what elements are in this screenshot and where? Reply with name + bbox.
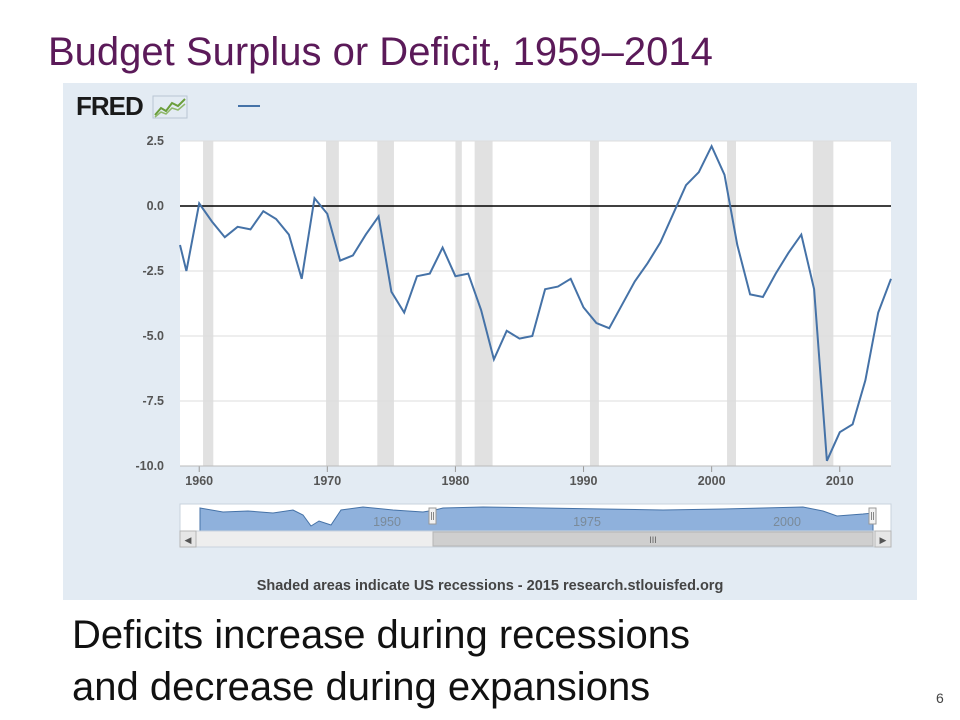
slide-title: Budget Surplus or Deficit, 1959–2014 [48, 30, 713, 74]
recession-band-0 [203, 141, 214, 466]
x-tick-label-1: 1970 [313, 474, 341, 488]
x-tick-label-5: 2010 [826, 474, 854, 488]
y-tick-label-3: -5.0 [142, 329, 164, 343]
y-tick-label-2: -2.5 [142, 264, 164, 278]
slide-caption: Deficits increase during recessions and … [72, 609, 690, 713]
navigator-label-1975: 1975 [573, 515, 601, 529]
x-tick-label-2: 1980 [442, 474, 470, 488]
recession-band-5 [589, 141, 599, 466]
recession-band-3 [455, 141, 462, 466]
scroll-right-button[interactable] [874, 530, 892, 548]
x-tick-label-0: 1960 [185, 474, 213, 488]
fred-chart-panel: FRED 2.5 0.0 -2.5 -5.0 -7.5 -10.0 1960 1970 198… [63, 83, 917, 600]
scrollbar-thumb[interactable] [432, 531, 874, 547]
chart-svg: 2.5 0.0 -2.5 -5.0 -7.5 -10.0 1960 1970 1980 1990… [136, 134, 892, 548]
scroll-left-arrow-icon: ◀ [185, 536, 192, 546]
y-tick-label-0: 2.5 [147, 134, 164, 148]
x-tick-label-3: 1990 [570, 474, 598, 488]
caption-line-1: Deficits increase during recessions [72, 613, 691, 657]
recession-band-6 [727, 141, 736, 466]
x-axis-ticks: 1960 1970 1980 1990 2000 2010 [180, 465, 891, 488]
recession-band-1 [326, 141, 339, 466]
scroll-right-arrow-icon: ▶ [880, 536, 887, 546]
navigator-label-1950: 1950 [373, 515, 401, 529]
recession-bands [203, 141, 834, 466]
navigator-series-area [199, 506, 874, 532]
navigator-label-2000: 2000 [773, 515, 801, 529]
plot-background [180, 141, 891, 466]
fred-logo: FRED [76, 91, 188, 121]
fred-logo-text: FRED [76, 91, 144, 121]
recession-footnote: Shaded areas indicate US recessions - 20… [256, 578, 724, 594]
navigator-left-handle[interactable] [428, 507, 437, 525]
recession-band-2 [377, 141, 394, 466]
navigator[interactable]: 1950 1975 2000 [179, 503, 892, 532]
scroll-left-button[interactable] [179, 530, 197, 548]
series-line-surplus-deficit [179, 143, 892, 462]
y-axis-ticks: 2.5 0.0 -2.5 -5.0 -7.5 -10.0 [136, 134, 165, 473]
x-tick-label-4: 2000 [698, 474, 726, 488]
y-tick-label-5: -10.0 [136, 459, 165, 473]
y-tick-label-4: -7.5 [142, 394, 164, 408]
recession-band-4 [474, 141, 493, 466]
caption-line-2: and decrease during expansions [72, 665, 651, 709]
fred-graph-icon [152, 95, 188, 119]
y-tick-label-1: 0.0 [147, 199, 164, 213]
recession-band-7 [812, 141, 834, 466]
slide-number: 6 [936, 690, 944, 706]
scrollbar[interactable]: III ◀ ▶ [179, 530, 892, 548]
legend-series-swatch [238, 105, 260, 107]
scrollbar-grip: III [649, 535, 657, 545]
navigator-right-handle[interactable] [868, 507, 877, 525]
